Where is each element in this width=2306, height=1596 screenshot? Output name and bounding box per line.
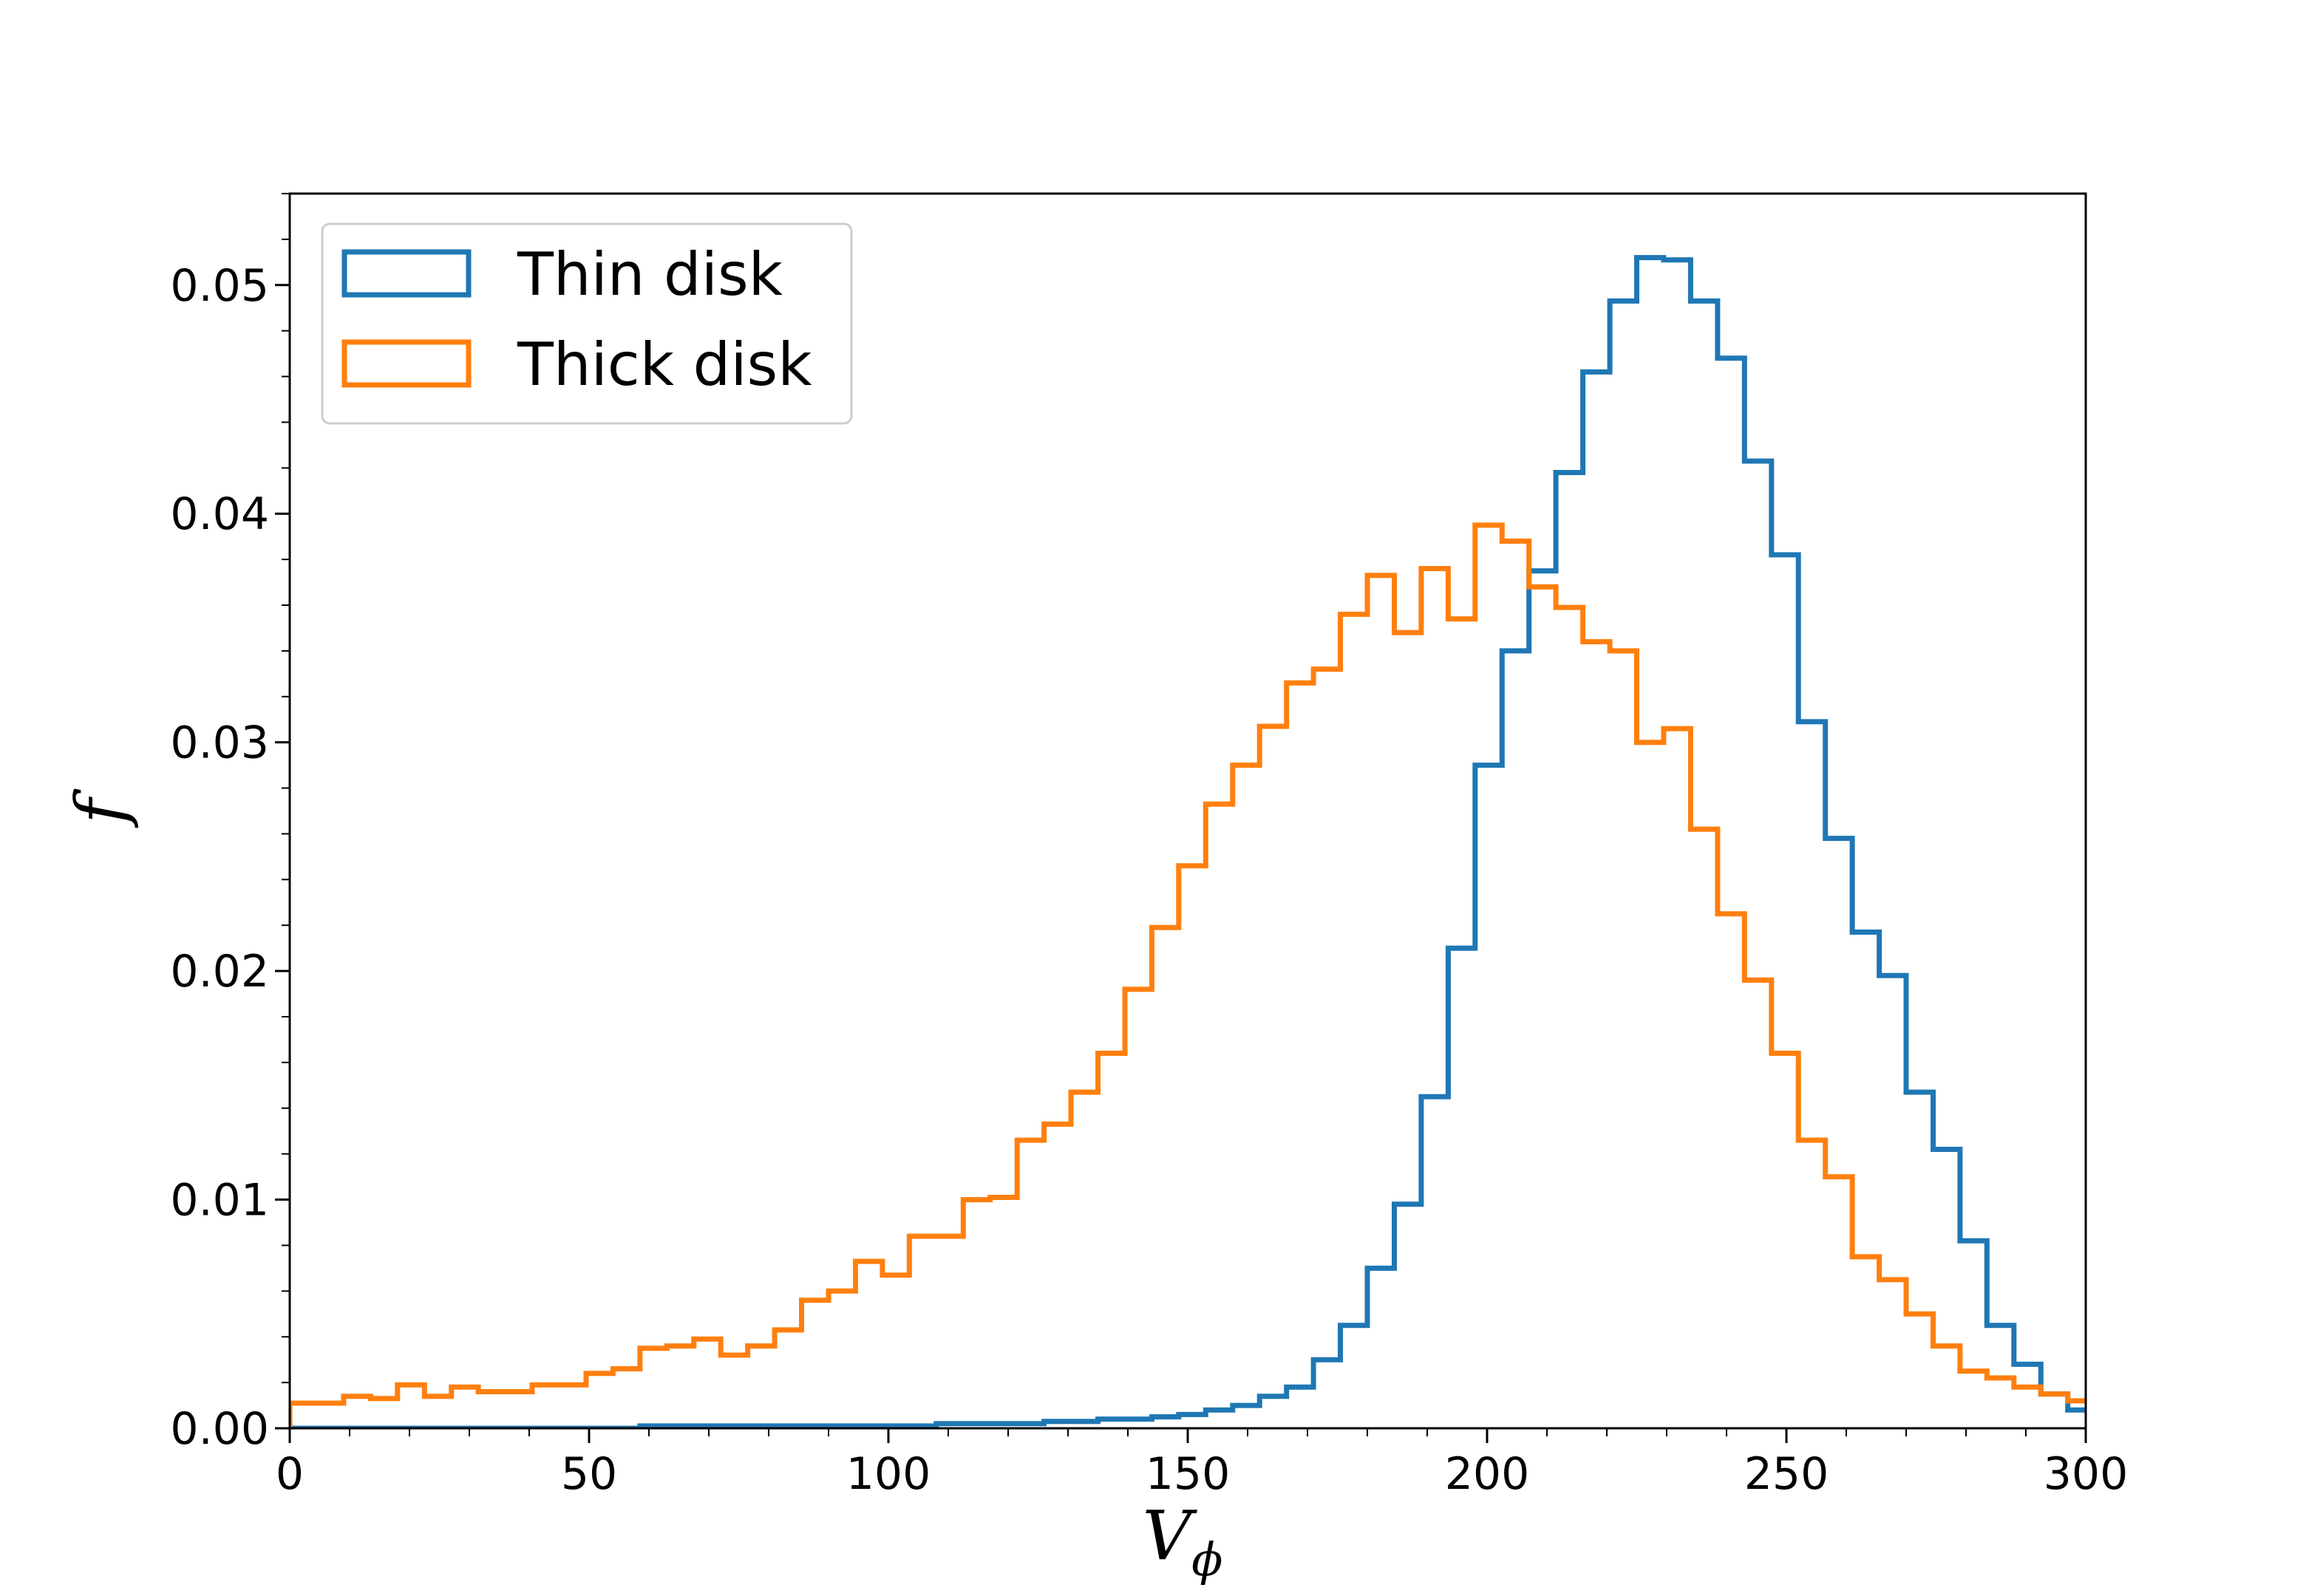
x-axis-label: Vϕ: [1143, 1496, 1223, 1586]
y-axis: 0.00 0.01 0.02 0.03 0.04 0.05: [170, 193, 290, 1455]
y-tick-label: 0.00: [170, 1403, 269, 1455]
x-tick-label: 50: [561, 1448, 617, 1500]
series-line-thick-disk: [290, 522, 2086, 1428]
x-axis-label-main: V: [1143, 1496, 1198, 1575]
x-axis-label-subscript: ϕ: [1191, 1532, 1222, 1586]
x-tick-label: 150: [1146, 1448, 1231, 1500]
legend-swatch-thick-disk: [341, 339, 472, 388]
y-tick-label: 0.03: [170, 717, 269, 769]
x-tick-label: 200: [1445, 1448, 1530, 1500]
y-tick-label: 0.05: [170, 260, 269, 312]
legend-label-thin-disk: Thin disk: [517, 240, 783, 309]
x-tick-label: 300: [2044, 1448, 2129, 1500]
legend-box: [321, 222, 853, 425]
y-tick-label: 0.04: [170, 488, 269, 540]
y-tick-label: 0.01: [170, 1175, 269, 1227]
legend-label-thick-disk: Thick disk: [517, 330, 812, 399]
x-tick-label: 250: [1744, 1448, 1829, 1500]
x-tick-label: 100: [846, 1448, 931, 1500]
x-tick-label: 0: [276, 1448, 304, 1500]
y-tick-label: 0.02: [170, 946, 269, 998]
x-axis: 0 50 100 150 200 250 300: [276, 1428, 2128, 1500]
series-layer: [290, 255, 2086, 1428]
legend-swatch-thin-disk: [341, 249, 472, 298]
legend: Thin disk Thick disk: [321, 222, 853, 425]
series-line-thin-disk: [290, 255, 2086, 1428]
